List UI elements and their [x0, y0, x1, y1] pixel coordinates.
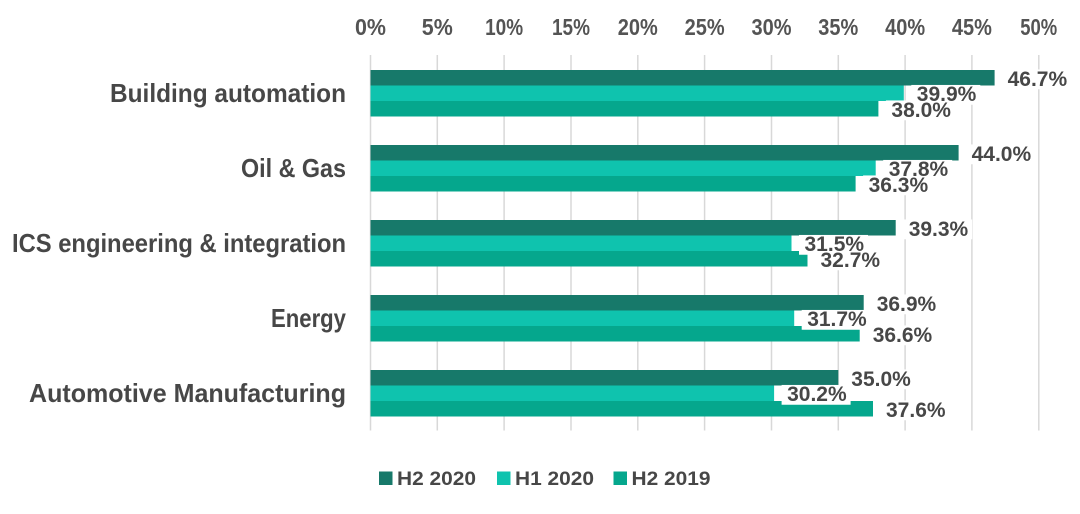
- svg-text:36.9%: 36.9%: [877, 293, 937, 316]
- svg-text:37.6%: 37.6%: [886, 399, 946, 422]
- svg-text:ICS engineering & integration: ICS engineering & integration: [12, 228, 346, 258]
- svg-text:38.0%: 38.0%: [891, 99, 951, 122]
- svg-text:36.6%: 36.6%: [873, 324, 933, 347]
- svg-text:50%: 50%: [1020, 14, 1057, 40]
- svg-text:35.0%: 35.0%: [851, 368, 911, 391]
- svg-text:5%: 5%: [422, 14, 453, 40]
- svg-text:H2 2019: H2 2019: [632, 469, 711, 490]
- svg-text:Building automation: Building automation: [110, 78, 346, 108]
- svg-text:25%: 25%: [685, 14, 725, 40]
- svg-text:Oil & Gas: Oil & Gas: [241, 153, 346, 183]
- svg-text:30.2%: 30.2%: [787, 383, 847, 406]
- svg-text:35%: 35%: [818, 14, 858, 40]
- svg-text:31.5%: 31.5%: [805, 233, 865, 256]
- svg-text:32.7%: 32.7%: [821, 249, 881, 272]
- svg-text:H2 2020: H2 2020: [397, 469, 476, 490]
- svg-text:10%: 10%: [485, 14, 523, 40]
- svg-text:39.9%: 39.9%: [917, 83, 977, 106]
- svg-text:45%: 45%: [952, 14, 992, 40]
- svg-text:Automotive Manufacturing: Automotive Manufacturing: [29, 378, 346, 408]
- svg-text:15%: 15%: [552, 14, 590, 40]
- svg-text:39.3%: 39.3%: [909, 218, 969, 241]
- svg-text:Energy: Energy: [271, 303, 346, 333]
- svg-text:H1 2020: H1 2020: [515, 469, 594, 490]
- svg-text:0%: 0%: [355, 14, 386, 40]
- svg-text:36.3%: 36.3%: [869, 174, 929, 197]
- svg-text:46.7%: 46.7%: [1008, 68, 1068, 91]
- svg-text:37.8%: 37.8%: [889, 158, 949, 181]
- svg-text:31.7%: 31.7%: [807, 308, 867, 331]
- svg-text:30%: 30%: [752, 14, 792, 40]
- svg-text:20%: 20%: [618, 14, 658, 40]
- svg-text:40%: 40%: [885, 14, 925, 40]
- svg-text:44.0%: 44.0%: [972, 143, 1032, 166]
